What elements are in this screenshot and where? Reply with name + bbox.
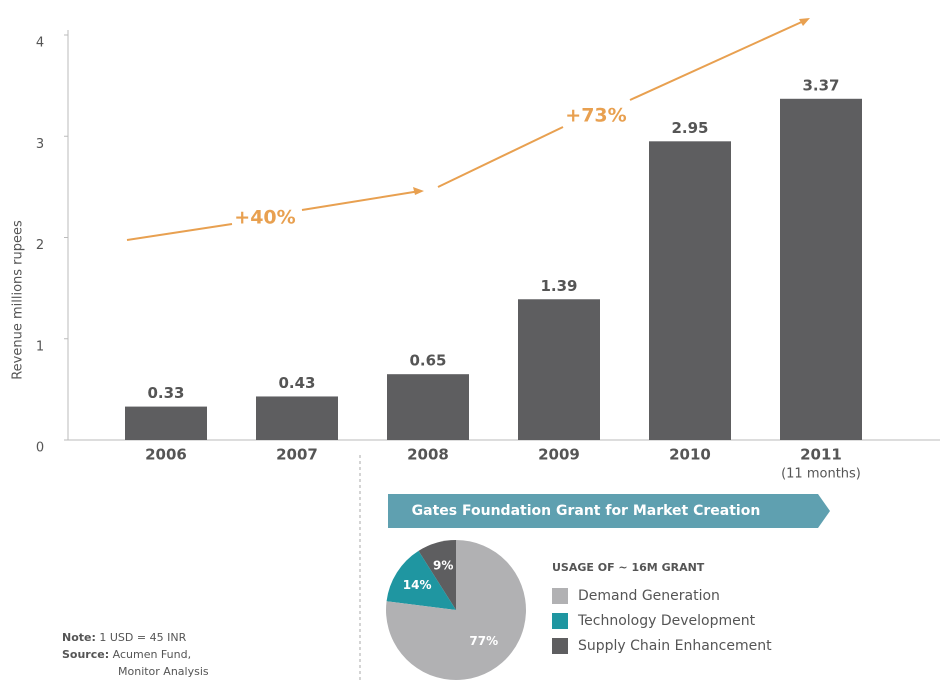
source-label: Source: (62, 648, 109, 661)
y-tick-label: 4 (36, 36, 44, 51)
pie-title: Gates Foundation Grant for Market Creati… (412, 503, 761, 519)
bar (256, 396, 338, 440)
bar (780, 98, 862, 440)
x-tick-label: 2010 (669, 446, 711, 464)
legend-label: Demand Generation (578, 588, 720, 604)
pie-slice (386, 540, 526, 680)
value-label: 0.43 (278, 374, 315, 392)
annotation: +40% (234, 207, 295, 229)
banner (388, 494, 830, 528)
legend-label: Technology Development (577, 613, 756, 629)
value-label: 0.65 (409, 352, 446, 370)
bar (125, 406, 207, 440)
value-label: 2.95 (671, 119, 708, 137)
arrow-head (799, 18, 810, 26)
y-tick-label: 0 (36, 441, 44, 456)
y-tick-label: 3 (36, 137, 44, 152)
category-note: (11 months) (781, 467, 861, 482)
value-label: 3.37 (802, 76, 839, 94)
value-label: 0.33 (147, 384, 184, 402)
y-tick-label: 2 (36, 238, 44, 253)
pie-label: 9% (433, 558, 453, 572)
value-label: 1.39 (540, 277, 577, 295)
note: Note: 1 USD = 45 INR (62, 631, 187, 644)
pie-slice (418, 540, 456, 610)
note-text: 1 USD = 45 INR (99, 631, 186, 644)
legend-label: Supply Chain Enhancement (578, 638, 772, 654)
source: Source: Acumen Fund, (62, 648, 191, 661)
trend-arrows (126, 19, 807, 241)
x-tick-label: 2007 (276, 446, 318, 464)
annotation: +73% (565, 105, 626, 127)
legend-swatch (552, 588, 568, 604)
note-label: Note: (62, 631, 96, 644)
source-text: Monitor Analysis (118, 665, 209, 678)
x-tick-label: 2009 (538, 446, 580, 464)
pie-label: 14% (403, 578, 432, 592)
bar (387, 374, 469, 440)
pie-slice (386, 550, 456, 610)
legend-title: USAGE OF ~ 16M GRANT (552, 561, 705, 574)
bar (518, 299, 600, 440)
y-tick-label: 1 (36, 339, 44, 354)
x-tick-label: 2008 (407, 446, 449, 464)
arrow-head (413, 187, 424, 195)
legend-swatch (552, 613, 568, 629)
pie-label: 77% (469, 634, 498, 648)
legend-swatch (552, 638, 568, 654)
y-axis-label: Revenue millions rupees (11, 220, 26, 380)
source-text: Acumen Fund, (113, 648, 191, 661)
x-tick-label: 2011 (800, 446, 842, 464)
x-tick-label: 2006 (145, 446, 187, 464)
bar (649, 141, 731, 440)
